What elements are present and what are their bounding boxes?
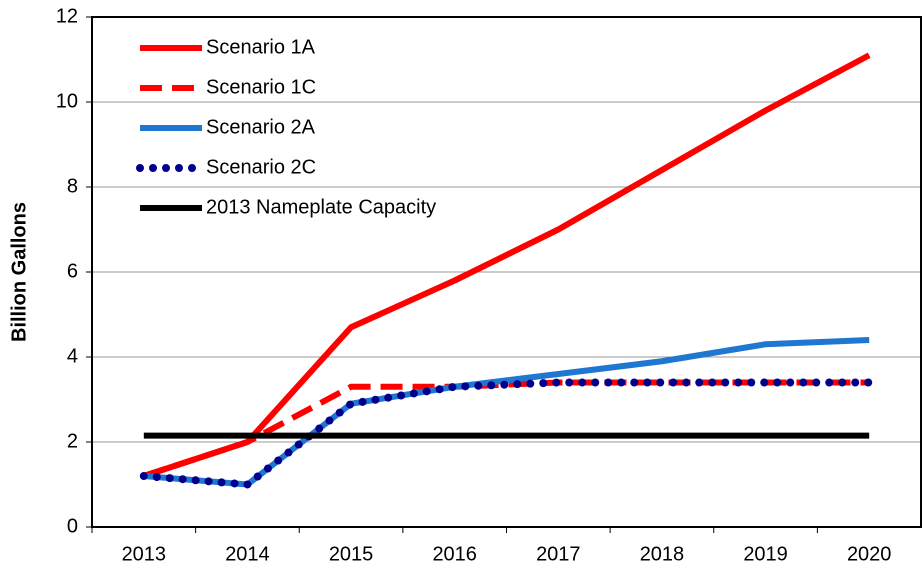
legend-label: Scenario 1A — [206, 36, 316, 58]
series-line — [142, 379, 870, 479]
x-tick-label: 2015 — [329, 543, 374, 565]
legend-label: Scenario 1C — [206, 76, 316, 98]
y-tick-label: 10 — [56, 90, 78, 112]
x-tick-label: 2016 — [432, 543, 477, 565]
y-tick-label: 2 — [67, 430, 78, 452]
series-line — [142, 52, 871, 479]
series-line — [139, 378, 874, 489]
x-tick-label: 2013 — [122, 543, 167, 565]
y-tick-label: 4 — [67, 345, 78, 367]
y-tick-label: 0 — [67, 515, 78, 537]
x-tick-label: 2018 — [640, 543, 685, 565]
legend-label: Scenario 2A — [206, 116, 316, 138]
legend-label: 2013 Nameplate Capacity — [206, 196, 436, 218]
x-tick-label: 2014 — [225, 543, 270, 565]
legend-label: Scenario 2C — [206, 156, 316, 178]
y-axis-label: Billion Gallons — [8, 202, 30, 342]
x-tick-label: 2019 — [743, 543, 788, 565]
y-tick-label: 12 — [56, 5, 78, 27]
x-tick-label: 2017 — [536, 543, 581, 565]
y-tick-label: 6 — [67, 260, 78, 282]
series-line — [143, 337, 870, 488]
x-tick-label: 2020 — [847, 543, 892, 565]
y-tick-label: 8 — [67, 175, 78, 197]
